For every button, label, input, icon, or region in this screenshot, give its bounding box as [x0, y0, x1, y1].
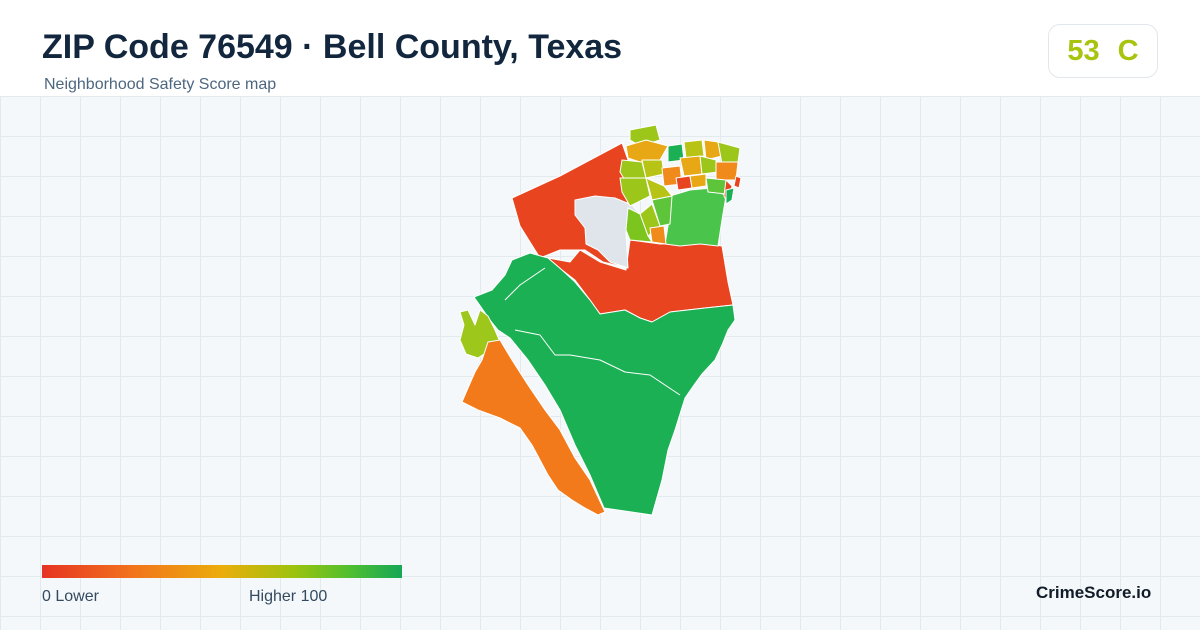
map-region-southern-green[interactable]	[473, 252, 736, 516]
map-tract[interactable]	[699, 155, 719, 175]
map-region-east-green[interactable]	[664, 187, 727, 247]
map-tract[interactable]	[683, 139, 705, 159]
score-value: 53	[1067, 34, 1100, 67]
map-region-southwest-orange[interactable]	[461, 339, 606, 516]
map-region-no-data[interactable]	[574, 195, 641, 269]
map-tract[interactable]	[705, 177, 727, 195]
page-title: ZIP Code 76549 · Bell County, Texas	[42, 28, 623, 66]
map-tract[interactable]	[717, 141, 741, 165]
map-tract[interactable]	[715, 161, 739, 181]
map-tract[interactable]	[689, 173, 707, 189]
legend-low-label: 0 Lower	[42, 588, 99, 605]
map-tract[interactable]	[625, 207, 653, 243]
legend-color-scale	[42, 565, 402, 578]
map-tract[interactable]	[733, 175, 742, 189]
map-tract[interactable]	[679, 155, 703, 177]
page-subtitle: Neighborhood Safety Score map	[44, 76, 277, 93]
brand-logo-text: CrimeScore.io	[1036, 583, 1152, 602]
map-tract[interactable]	[619, 177, 651, 207]
map-tract[interactable]	[641, 159, 665, 179]
map-tract[interactable]	[649, 225, 667, 245]
map-region-north-tracts[interactable]	[619, 124, 742, 245]
header-band	[0, 0, 1200, 96]
safety-score-badge: 53 C	[1048, 24, 1158, 78]
score-grade: C	[1117, 34, 1139, 67]
legend-high-label: Higher 100	[249, 588, 328, 605]
map-tract[interactable]	[675, 175, 693, 191]
map-tract[interactable]	[725, 187, 735, 205]
map-tract[interactable]	[625, 139, 669, 163]
